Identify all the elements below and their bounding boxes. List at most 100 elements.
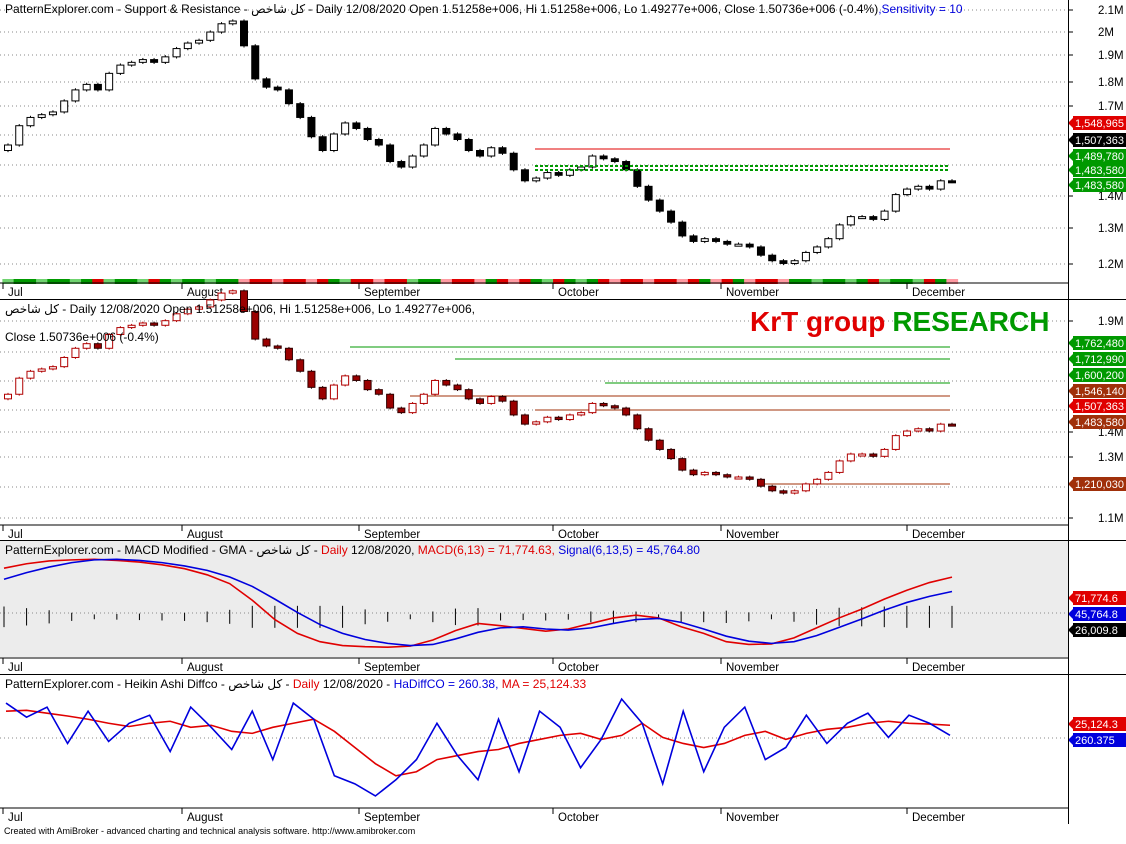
value-label-text: 1,548,965 (1075, 118, 1124, 130)
month-label: August (187, 287, 224, 299)
value-label-arrow (1068, 734, 1074, 746)
y-tick-label: 1.4M (1098, 427, 1124, 439)
candle (700, 471, 709, 476)
value-label-arrow (1068, 353, 1074, 365)
candle (768, 485, 777, 492)
month-label: August (187, 812, 224, 824)
strip-segment (687, 279, 700, 284)
month-label: October (558, 287, 599, 299)
y-tick-label: 1.9M (1098, 50, 1124, 62)
month-label: November (726, 287, 779, 299)
value-label-arrow (1068, 164, 1074, 176)
candle (520, 169, 529, 182)
candle (4, 393, 12, 400)
candle (790, 260, 799, 264)
heikin-value-labels: 25,124.3 260.375 (1068, 717, 1126, 747)
strip-segment (744, 279, 756, 284)
strip-segment (92, 279, 105, 284)
strip-segment (789, 279, 801, 284)
candle (183, 42, 192, 50)
candle (206, 31, 215, 41)
sr-panel[interactable]: PatternExplorer.com - Support & Resistan… (0, 0, 1126, 299)
candle (824, 471, 833, 480)
candle (543, 416, 552, 423)
candle (116, 64, 125, 74)
candle (813, 246, 822, 253)
strip-segment (631, 279, 644, 284)
strip-segment (159, 279, 172, 284)
candle (914, 185, 923, 190)
strip-segment (395, 279, 408, 284)
candle (172, 48, 181, 58)
candle (15, 125, 24, 146)
strip-segment (553, 279, 565, 284)
value-label-arrow (1068, 134, 1074, 146)
strip-segment (24, 279, 37, 284)
strip-segment (620, 279, 633, 284)
strip-segment (114, 279, 127, 284)
strip-segment (890, 279, 902, 284)
candle (891, 435, 900, 450)
candle (734, 476, 743, 480)
candle (262, 338, 271, 347)
candle (228, 20, 237, 25)
candle (195, 306, 204, 310)
heikin-title: PatternExplorer.com - Heikin Ashi Diffco… (5, 677, 586, 692)
candle (700, 238, 709, 242)
strip-segment (867, 279, 880, 284)
candle (644, 185, 653, 201)
candle (678, 458, 687, 471)
candle (476, 398, 484, 404)
value-label-arrow (1068, 337, 1074, 349)
candle (610, 405, 619, 409)
value-label-arrow (1068, 718, 1074, 730)
strip-segment (598, 279, 610, 284)
value-label-bg (1073, 591, 1126, 605)
candle (82, 343, 91, 349)
candle (228, 290, 237, 294)
candle (206, 299, 215, 308)
strip-segment (946, 279, 959, 284)
candle (26, 116, 35, 127)
month-label: September (364, 287, 420, 299)
candle (745, 476, 754, 480)
macd-panel[interactable]: PatternExplorer.com - MACD Modified - GM… (0, 541, 1126, 674)
strip-segment (283, 279, 296, 284)
candle (138, 59, 147, 63)
candle (801, 483, 810, 492)
candle (431, 127, 440, 146)
candle (936, 180, 945, 190)
candle (374, 389, 383, 395)
candle (712, 238, 720, 242)
value-label-text: 1,483,580 (1075, 180, 1124, 192)
month-label: December (912, 529, 965, 541)
value-label-text: 25,124.3 (1075, 719, 1118, 731)
sr-month-axis: Jul August September October November Decembe… (0, 282, 1068, 299)
candle (633, 414, 642, 430)
macd-month-axis: Jul August September October November Decembe… (0, 657, 1068, 674)
candle (689, 469, 698, 476)
candle (374, 138, 383, 146)
candle (948, 180, 956, 184)
y-tick-label: 1.8M (1098, 77, 1124, 89)
strip-segment (676, 279, 689, 284)
candle (476, 150, 484, 157)
y-tick-label: 1.9M (1098, 316, 1124, 328)
candle (936, 423, 945, 432)
candle (801, 251, 810, 262)
value-label-bg (1073, 116, 1126, 130)
levels-panel[interactable]: كل شاخص - Daily 12/08/2020 Open 1.51258e… (0, 289, 1126, 541)
strip-segment (912, 279, 925, 284)
heikin-panel[interactable]: PatternExplorer.com - Heikin Ashi Diffco… (0, 675, 1126, 824)
candle (610, 158, 619, 163)
strip-segment (204, 279, 217, 284)
strip-segment (272, 279, 284, 284)
strip-segment (541, 279, 554, 284)
strip-segment (418, 279, 430, 284)
value-label-bg (1073, 384, 1126, 398)
month-label: Jul (8, 812, 23, 824)
value-label-arrow (1068, 592, 1074, 604)
candle (408, 155, 417, 168)
value-label-arrow (1068, 608, 1074, 620)
